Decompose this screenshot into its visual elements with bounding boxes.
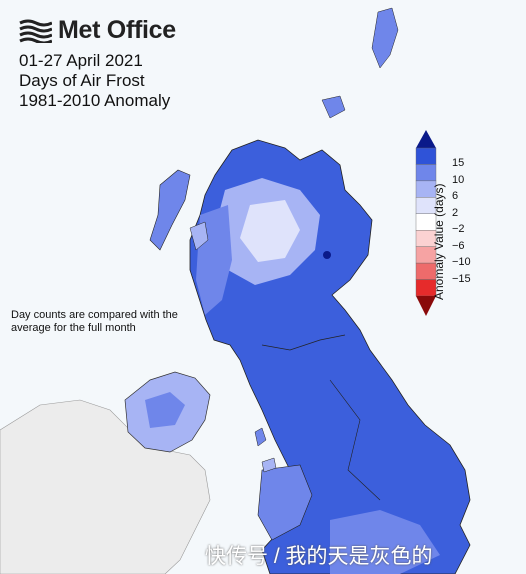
watermark: 快传号 / 我的天是灰色的 (205, 545, 433, 568)
legend-tick-label: −2 (452, 223, 465, 236)
legend-tick-label: −6 (452, 239, 465, 252)
south-england-pale (330, 510, 440, 574)
met-office-logo: Met Office (18, 16, 176, 45)
scotland-england-border (261, 334, 346, 351)
regional-border (329, 379, 381, 501)
highlands-pale (240, 200, 300, 262)
legend-tick-label: 15 (452, 157, 465, 170)
comparison-note: Day counts are compared with the average… (11, 309, 178, 334)
met-office-wave-icon (19, 19, 52, 43)
legend-cap-bottom (416, 296, 436, 316)
metric-title: Days of Air Frost (19, 71, 145, 90)
orkney-islands (321, 95, 346, 119)
cairngorms-hotspot (323, 251, 331, 259)
title-block: 01-27 April 2021 Days of Air Frost 1981-… (19, 51, 170, 111)
legend-cap-top (416, 130, 436, 148)
legend-colorbar (415, 130, 437, 316)
ireland-landmass (0, 399, 211, 574)
legend-tick-label: 2 (452, 206, 459, 219)
isle-of-man (254, 427, 267, 447)
northern-ireland-patches (145, 392, 185, 428)
legend-tick-label: 6 (452, 190, 459, 203)
legend-tick-label: 10 (452, 173, 465, 186)
logo-text: Met Office (58, 16, 176, 44)
shetland-islands (371, 7, 399, 69)
baseline-title: 1981-2010 Anomaly (19, 91, 171, 110)
outer-hebrides (149, 169, 191, 251)
wales-region (257, 464, 313, 541)
anglesey (261, 457, 277, 473)
legend-tick-label: −15 (452, 272, 471, 285)
skye-island (189, 221, 209, 251)
date-range: 01-27 April 2021 (19, 51, 143, 70)
legend-title: Anomaly Value (days) (432, 183, 446, 301)
legend-tick-label: −10 (452, 256, 471, 269)
